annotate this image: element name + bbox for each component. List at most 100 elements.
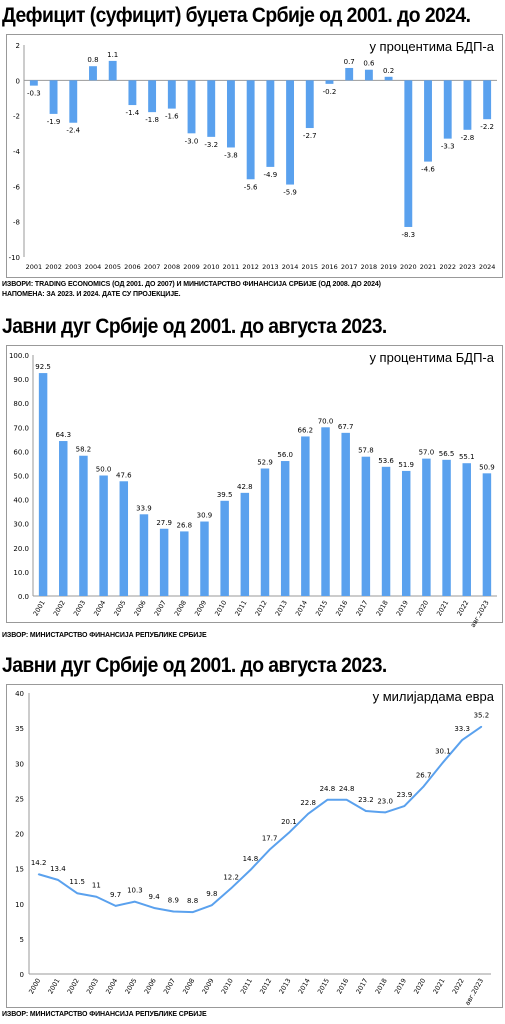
chart3-point	[384, 811, 386, 814]
chart2-bar	[220, 500, 229, 596]
chart2-bar	[38, 373, 48, 596]
chart1-svg: 2 0 -2 -4 -6 -8 -10 -0.3 2001 -1.9 2002 -2.4 2003 0.8…	[9, 42, 497, 271]
chart2-bar	[361, 456, 371, 596]
chart1-x-tick-label: 2019	[380, 263, 397, 271]
chart3-point	[442, 761, 444, 764]
chart1-x-tick-label: 2020	[400, 263, 417, 271]
chart2-value-label: 27.9	[156, 519, 172, 527]
chart2-y-tick-label: 20.0	[13, 545, 29, 553]
chart3-value-label: 26.7	[416, 771, 432, 779]
chart1-y-tick-label: 0	[16, 77, 20, 85]
chart3-y-tick-label: 0	[20, 971, 24, 979]
chart2-y-tick-label: 100.0	[9, 352, 29, 360]
chart3-x-tick-label: 2019	[393, 977, 408, 995]
chart2-y-tick-label: 10.0	[13, 569, 29, 577]
chart1-bar	[108, 60, 117, 81]
chart1-bar	[246, 80, 255, 180]
chart3-point	[191, 911, 194, 913]
chart3-point	[114, 905, 117, 907]
chart1-y-tick-label: -2	[13, 113, 20, 121]
chart2-value-label: 26.8	[177, 521, 193, 529]
chart2-bar	[99, 475, 108, 596]
chart3-value-label: 33.3	[454, 725, 470, 733]
chart2-x-tick-label: 2020	[415, 599, 430, 617]
chart1-value-label: -0.2	[323, 88, 337, 96]
chart3-value-label: 12.2	[223, 873, 239, 881]
chart3-point	[461, 739, 463, 741]
chart3-point	[57, 879, 59, 881]
chart1-x-tick-label: 2013	[262, 263, 279, 271]
chart1-value-label: 1.1	[107, 51, 118, 59]
chart1-panel: у процентима БДП-а 2 0 -2 -4 -6 -8 -10 -0.3 2001…	[6, 34, 503, 278]
chart3-x-tick-label: 2011	[239, 977, 254, 995]
chart1-x-tick-label: 2003	[65, 263, 82, 271]
chart3-x-tick-label: 2007	[162, 977, 177, 995]
chart2-x-tick-label: 2009	[193, 599, 208, 617]
chart1-value-label: -3.3	[441, 143, 455, 151]
chart1-value-label: -2.7	[303, 132, 317, 140]
chart2-bar	[260, 468, 270, 596]
chart1-x-tick-label: 2011	[223, 263, 240, 271]
chart2-value-label: 47.6	[116, 471, 132, 479]
chart3-point	[211, 904, 213, 906]
chart2-value-label: 57.8	[358, 447, 374, 455]
chart3-title: Јавни дуг Србије од 2001. до августа 202…	[2, 654, 387, 677]
chart1-value-label: 0.6	[363, 60, 375, 68]
chart1-x-tick-label: 2001	[26, 263, 43, 271]
chart1-x-tick-label: 2008	[164, 263, 181, 271]
chart1-value-label: -4.6	[421, 166, 435, 174]
chart3-x-tick-label: 2000	[27, 977, 42, 995]
chart2-y-tick-label: 0.0	[18, 593, 29, 601]
chart1-bar	[364, 69, 373, 81]
chart2-x-tick-label: 2019	[395, 599, 410, 617]
chart2-x-tick-label: 2016	[334, 599, 349, 617]
chart1-x-tick-label: 2010	[203, 263, 220, 271]
chart2-panel: у процентима БДП-а 100.0 90.0 80.0 70.0 60.0…	[6, 345, 503, 629]
chart1-bar	[325, 80, 334, 84]
chart1-y-tick-label: -4	[13, 148, 21, 156]
chart1-value-label: -3.0	[185, 137, 199, 145]
chart3-series-line	[38, 725, 482, 914]
chart3-x-tick-label: 2017	[354, 977, 369, 995]
chart3-point	[307, 813, 309, 815]
chart2-bar	[79, 455, 88, 596]
chart3-point	[230, 887, 232, 890]
chart2-x-tick-label: авг.2023	[469, 599, 491, 629]
chart3-x-tick-label: 2020	[412, 977, 427, 995]
chart2-x-tick-label: 2006	[132, 599, 147, 617]
chart3-y-tick-label: 30	[15, 760, 24, 768]
chart1-value-label: -0.3	[27, 90, 41, 98]
chart2-y-tick-label: 70.0	[13, 424, 29, 432]
chart2-value-label: 52.9	[257, 459, 273, 467]
chart2-y-tick-label: 90.0	[13, 376, 29, 384]
chart3-value-label: 13.4	[50, 865, 66, 873]
chart1-y-tick-label: -10	[9, 254, 20, 262]
chart1-x-tick-label: 2018	[361, 263, 378, 271]
chart3-point	[403, 805, 406, 807]
chart3-x-tick-label: 2002	[66, 977, 81, 995]
chart3-y-tick-label: 20	[15, 831, 24, 839]
chart2-bar	[301, 436, 310, 596]
chart2-value-label: 92.5	[35, 363, 51, 371]
chart3-point	[288, 831, 290, 834]
chart1-x-tick-label: 2005	[104, 263, 121, 271]
chart2-x-tick-label: 2022	[455, 599, 470, 617]
chart1-bar	[384, 76, 393, 81]
chart2-y-tick-label: 40.0	[13, 497, 29, 505]
chart3-x-tick-label: 2013	[277, 977, 292, 995]
chart1-value-label: -3.8	[224, 151, 238, 159]
chart3-value-label: 23.2	[358, 796, 374, 804]
chart1-bar	[463, 80, 472, 130]
chart1-x-tick-label: 2014	[282, 263, 299, 271]
chart1-x-tick-label: 2015	[301, 263, 318, 271]
chart3-x-tick-label: 2010	[220, 977, 235, 995]
chart1-bar	[226, 80, 235, 148]
chart3-value-label: 8.9	[168, 896, 179, 904]
chart1-bar	[167, 80, 176, 109]
chart3-value-label: 35.2	[474, 712, 490, 720]
chart3-y-tick-label: 10	[15, 901, 24, 909]
chart2-value-label: 56.0	[277, 451, 293, 459]
chart2-x-tick-label: 2012	[254, 599, 269, 617]
chart3-point	[172, 910, 175, 913]
chart2-x-tick-label: 2007	[153, 599, 168, 617]
